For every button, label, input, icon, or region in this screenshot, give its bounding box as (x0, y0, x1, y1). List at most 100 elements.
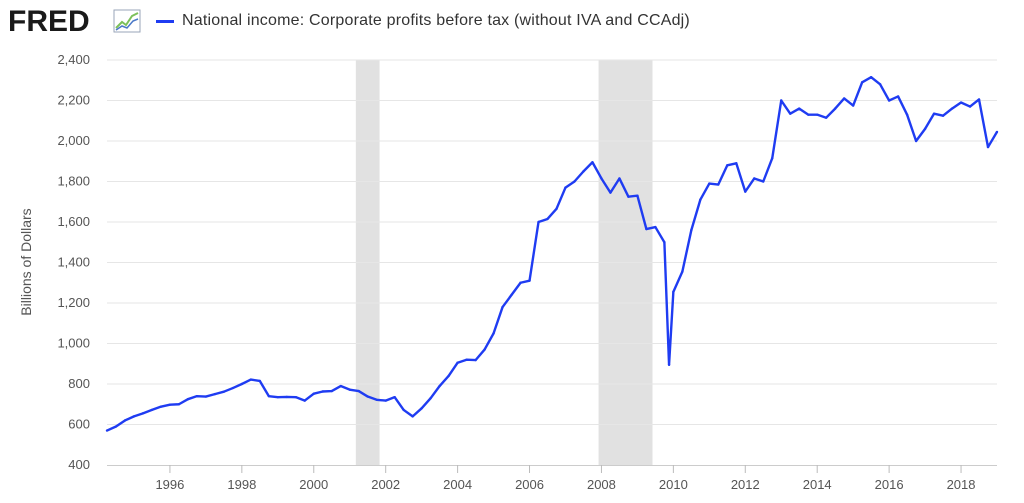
fred-logo-text: FRED (8, 5, 90, 36)
x-tick-label: 2010 (659, 477, 688, 492)
data-point (159, 405, 163, 408)
data-point (869, 76, 873, 79)
data-point (618, 177, 621, 180)
legend-label: National income: Corporate profits befor… (182, 12, 690, 29)
data-point (663, 241, 666, 244)
data-point (357, 389, 360, 393)
y-tick-label: 2,000 (57, 133, 90, 148)
data-point (276, 395, 280, 399)
data-point (591, 161, 594, 164)
y-tick-label: 1,600 (57, 214, 90, 229)
data-point (105, 429, 109, 432)
data-point (510, 293, 513, 297)
data-point (878, 83, 882, 86)
data-point (285, 395, 288, 399)
data-point (914, 139, 918, 143)
data-point (816, 113, 819, 116)
data-point (321, 390, 324, 393)
y-tick-label: 400 (68, 457, 90, 472)
data-point (132, 415, 136, 418)
y-tick-label: 1,200 (57, 295, 90, 310)
data-point (842, 97, 846, 100)
data-point (231, 386, 235, 390)
data-point (726, 164, 729, 167)
data-point (681, 270, 684, 273)
data-point (168, 403, 172, 406)
data-point (959, 101, 963, 104)
data-point (950, 107, 954, 110)
data-point (348, 388, 351, 391)
data-point (330, 389, 333, 393)
data-point (267, 394, 271, 398)
data-point (366, 395, 369, 398)
data-point (447, 374, 450, 378)
data-point (789, 112, 792, 115)
x-tick-label: 2012 (731, 477, 760, 492)
legend-swatch (156, 19, 174, 23)
y-tick-label: 600 (68, 417, 90, 432)
data-point (986, 145, 990, 149)
data-point (977, 98, 981, 101)
data-point (528, 279, 531, 282)
data-point (483, 348, 486, 351)
data-point (860, 81, 864, 84)
y-tick-label: 800 (68, 376, 90, 391)
x-tick-label: 1998 (227, 477, 256, 492)
data-point (249, 378, 253, 381)
data-point (177, 403, 181, 406)
data-point (114, 425, 118, 428)
data-point (798, 107, 801, 110)
data-point (438, 384, 441, 388)
axes: 400 600 800 1,000 1,200 1,400 1,600 1,800 2,000 2… (57, 52, 997, 492)
data-point (555, 207, 558, 211)
data-point (429, 396, 432, 400)
x-tick-label: 2006 (515, 477, 544, 492)
data-point (833, 107, 837, 110)
data-point (636, 194, 639, 197)
data-point (312, 392, 315, 395)
data-point (501, 305, 504, 309)
data-point (456, 361, 459, 364)
data-point (887, 99, 891, 102)
y-tick-label: 1,400 (57, 255, 90, 270)
data-point (474, 358, 477, 362)
data-point (420, 407, 423, 410)
data-point (672, 290, 675, 294)
data-point (851, 104, 855, 107)
data-point (492, 332, 495, 335)
data-point (699, 198, 702, 201)
data-point (932, 112, 936, 115)
y-tick-label: 1,800 (57, 174, 90, 189)
fred-logo: FRED (8, 5, 141, 36)
data-point (384, 399, 387, 402)
grid-lines (107, 59, 997, 425)
x-tick-label: 2000 (299, 477, 328, 492)
data-point (123, 419, 127, 422)
data-point (402, 408, 405, 412)
fred-logo-graph-icon (113, 9, 141, 33)
y-tick-label: 2,400 (57, 52, 90, 67)
data-point (150, 408, 154, 412)
y-tick-label: 1,000 (57, 336, 90, 351)
data-point (240, 382, 244, 386)
chart-header: FRED National income: Corporate profits … (6, 0, 1016, 44)
data-point (258, 379, 262, 383)
data-point (905, 113, 909, 116)
series-line (106, 76, 999, 432)
data-point (564, 186, 567, 189)
data-point (546, 217, 549, 221)
data-point (339, 384, 342, 388)
data-point (294, 395, 297, 399)
data-point (465, 358, 468, 361)
y-tick-label: 2,200 (57, 93, 90, 108)
x-tick-label: 2008 (587, 477, 616, 492)
data-point (411, 415, 414, 418)
x-tick-label: 2004 (443, 477, 472, 492)
x-tick-label: 2018 (947, 477, 976, 492)
data-point (744, 190, 747, 193)
data-point (995, 130, 999, 134)
data-point (537, 220, 540, 224)
data-point (708, 182, 711, 185)
data-point (609, 191, 612, 194)
